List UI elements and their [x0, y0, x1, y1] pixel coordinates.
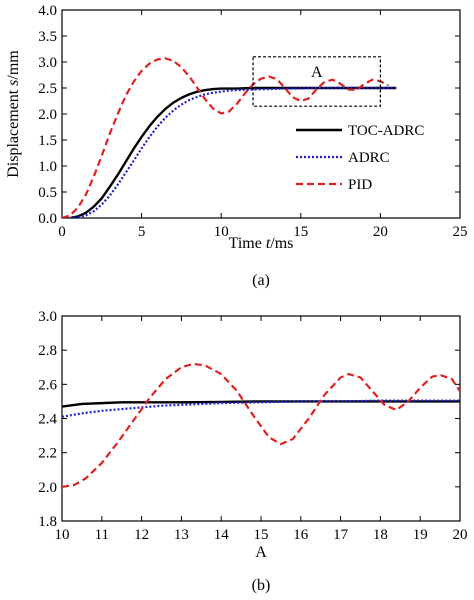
- x-axis-label-part: Time: [229, 235, 266, 252]
- chart-a: 0 5 10 15 20 25 0.0 0.5 1.0 1.5 2.0 2.5 3.0 3.5 4.0 Tim…: [5, 3, 468, 289]
- series-line-adrc: [69, 86, 397, 218]
- y-tick-label-a: 1.5: [38, 133, 57, 149]
- chart-b: 10 11 12 13 14 15 16 17 18 19 20 1.8 2.0 2.2 2.4 2.6 2.8…: [38, 309, 467, 594]
- x-axis-label-b: A: [255, 544, 267, 561]
- caption-b: (b): [252, 577, 271, 594]
- x-tick-label-a: 5: [138, 224, 146, 240]
- x-tick-label-b: 18: [373, 527, 388, 543]
- y-tick-label-b: 2.8: [38, 343, 57, 359]
- y-tick-label-a: 1.0: [38, 159, 57, 175]
- legend-label-toc-adrc: TOC-ADRC: [348, 123, 424, 139]
- x-tick-label-a: 25: [453, 224, 468, 240]
- x-axis-label-italic: t: [266, 235, 271, 252]
- x-tick-label-b: 20: [453, 527, 468, 543]
- x-tick-label-b: 13: [174, 527, 189, 543]
- y-axis-label-a: Displacement s/mm: [5, 50, 22, 178]
- y-tick-label-b: 3.0: [38, 309, 57, 325]
- series-line-adrc: [62, 399, 460, 418]
- x-tick-label-b: 17: [333, 527, 349, 543]
- x-tick-label-b: 14: [214, 527, 230, 543]
- y-tick-label-b: 2.0: [38, 480, 57, 496]
- y-tick-label-a: 4.0: [38, 3, 57, 19]
- series-line-pid: [62, 362, 460, 488]
- y-axis-label-italic: s: [5, 80, 22, 86]
- series-line-pid: [62, 57, 389, 218]
- legend-label-pid: PID: [348, 177, 372, 193]
- series-line-toc-adrc: [69, 86, 397, 218]
- plot-frame-a: [61, 9, 461, 219]
- x-tick-label-b: 12: [134, 527, 149, 543]
- x-tick-label-a: 0: [58, 224, 66, 240]
- series-group-a: [62, 57, 397, 218]
- y-axis-label-part: /mm: [5, 50, 22, 80]
- y-tick-label-a: 3.5: [38, 29, 57, 45]
- x-tick-label-a: 10: [214, 224, 229, 240]
- y-axis-label-part: Displacement: [5, 86, 22, 178]
- x-axis-label-part: /ms: [270, 235, 293, 252]
- series-group-b: [62, 362, 460, 488]
- y-tick-label-a: 0.0: [38, 211, 57, 227]
- x-tick-label-a: 20: [373, 224, 388, 240]
- x-tick-label-b: 11: [95, 527, 109, 543]
- legend-label-adrc: ADRC: [348, 150, 390, 166]
- zoom-region-box: [252, 56, 381, 107]
- plot-frame-b: [61, 315, 461, 522]
- y-tick-label-b: 2.2: [38, 446, 57, 462]
- y-tick-label-a: 2.5: [38, 81, 57, 97]
- x-tick-label-b: 19: [413, 527, 428, 543]
- y-tick-label-b: 2.6: [38, 377, 57, 393]
- x-tick-label-a: 15: [293, 224, 308, 240]
- y-tick-label-b: 2.4: [38, 412, 57, 428]
- x-tick-label-b: 15: [254, 527, 269, 543]
- x-axis-label-a: Time t/ms: [229, 235, 294, 252]
- y-tick-label-a: 2.0: [38, 107, 57, 123]
- x-tick-label-b: 16: [293, 527, 309, 543]
- y-tick-label-a: 3.0: [38, 55, 57, 71]
- caption-a: (a): [252, 272, 270, 289]
- y-tick-label-a: 0.5: [38, 185, 57, 201]
- y-tick-label-b: 1.8: [38, 514, 57, 530]
- x-tick-label-b: 10: [55, 527, 70, 543]
- zoom-region-label: A: [311, 64, 323, 81]
